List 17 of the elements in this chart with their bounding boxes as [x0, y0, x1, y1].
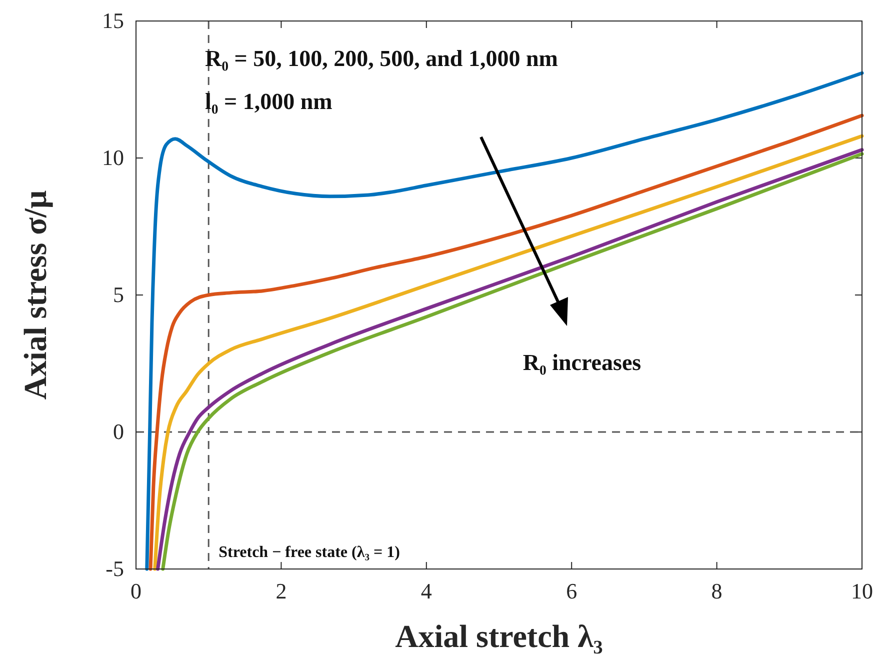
x-tick-label: 8 — [711, 578, 722, 604]
x-tick-label: 2 — [276, 578, 287, 604]
y-tick-label: 5 — [113, 282, 124, 308]
y-tick-label: -5 — [106, 556, 124, 582]
y-tick-label: 15 — [102, 8, 124, 34]
x-tick-label: 0 — [130, 578, 142, 604]
y-axis-title: Axial stress σ/μ — [17, 190, 53, 400]
annotation: R₀ = 50, 100, 200, 500, and 1,000 nm — [205, 46, 558, 71]
x-tick-label: 4 — [420, 578, 432, 604]
x-tick-label: 10 — [851, 578, 873, 604]
x-axis-title: Axial stretch λ₃ — [395, 618, 603, 654]
annotation: l₀ = 1,000 nm — [205, 89, 332, 114]
y-tick-label: 0 — [113, 419, 124, 444]
annotation: R₀ increases — [522, 350, 642, 375]
y-tick-label: 10 — [102, 145, 124, 170]
x-tick-label: 6 — [566, 578, 578, 604]
ref-line-label: Stretch − free state (λ₃ = 1) — [218, 544, 400, 561]
